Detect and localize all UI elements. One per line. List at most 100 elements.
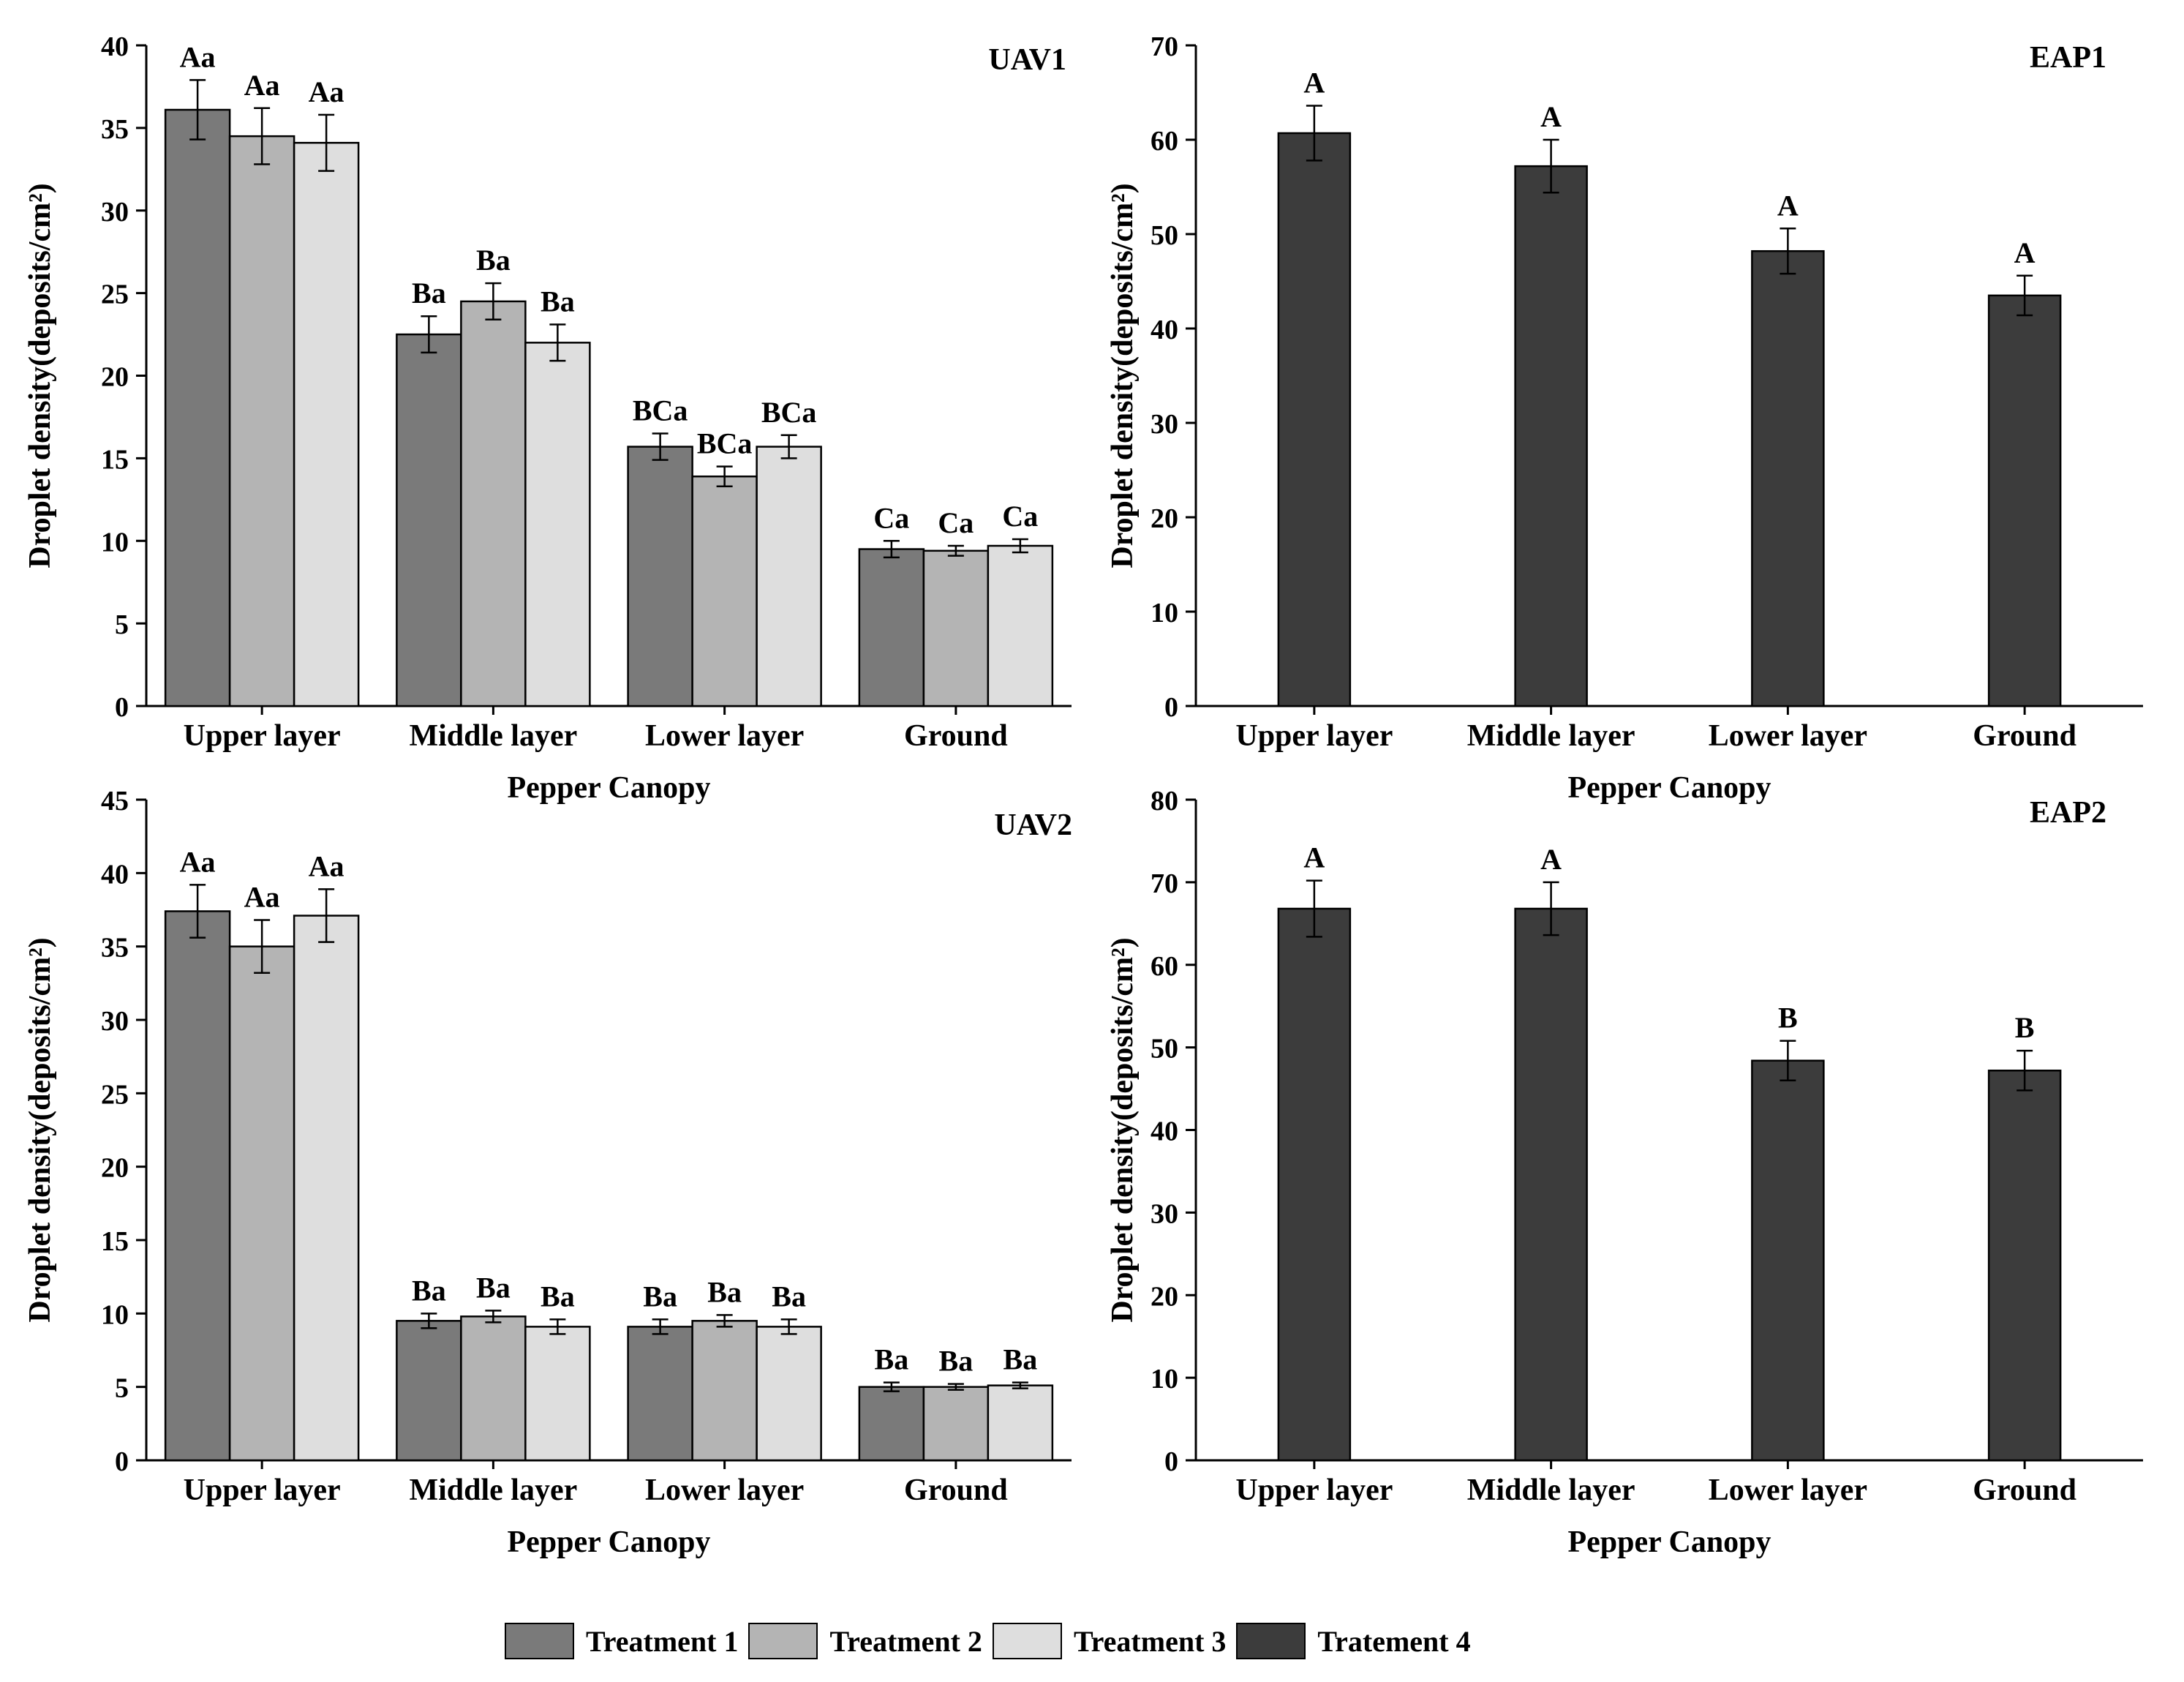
bar — [922, 1386, 990, 1462]
y-tick-label: 40 — [1151, 315, 1178, 345]
y-tick-label: 70 — [1151, 31, 1178, 62]
legend-item: Treatment 1 — [505, 1623, 738, 1659]
legend-label: Tratement 4 — [1317, 1624, 1471, 1658]
significance-label: Aa — [180, 845, 216, 878]
y-tick-label: 10 — [1151, 1364, 1178, 1394]
legend-label: Treatment 2 — [829, 1624, 982, 1658]
bar — [460, 300, 527, 707]
significance-label: Ba — [643, 1280, 677, 1313]
y-tick-label: 60 — [1151, 951, 1178, 982]
x-tick-label: Middle layer — [409, 719, 577, 753]
significance-label: Aa — [309, 849, 344, 882]
bar — [691, 475, 758, 707]
bar — [524, 342, 591, 707]
y-axis-title: Droplet density(deposits/cm²) — [23, 937, 57, 1322]
significance-label: Ba — [707, 1275, 742, 1308]
bar — [460, 1315, 527, 1462]
x-tick-label: Lower layer — [1709, 719, 1867, 753]
x-tick-label: Ground — [1973, 1473, 2076, 1507]
bar — [858, 548, 925, 707]
significance-label: Ba — [476, 244, 511, 277]
bar — [1751, 1059, 1825, 1462]
significance-label: A — [2014, 236, 2036, 269]
y-tick-label: 10 — [101, 527, 129, 557]
y-tick-label: 5 — [115, 1373, 129, 1404]
legend-swatch — [505, 1623, 574, 1659]
y-tick-label: 35 — [101, 933, 129, 964]
bar — [1514, 165, 1588, 707]
y-tick-label: 15 — [101, 444, 129, 475]
y-tick-label: 30 — [101, 1006, 129, 1037]
y-tick-label: 25 — [101, 1079, 129, 1110]
y-tick-label: 0 — [1164, 1446, 1178, 1477]
bar — [627, 1326, 693, 1462]
x-tick-label: Middle layer — [1467, 719, 1635, 753]
y-tick-label: 0 — [115, 692, 129, 723]
legend-label: Treatment 1 — [586, 1624, 739, 1658]
x-axis-title: Pepper Canopy — [507, 771, 710, 805]
x-tick-label: Lower layer — [645, 1473, 804, 1507]
bar — [1987, 1069, 2062, 1462]
panel-title: EAP1 — [2030, 41, 2106, 75]
bar — [1514, 907, 1588, 1462]
significance-label: A — [1777, 189, 1799, 222]
significance-label: A — [1540, 843, 1562, 876]
y-tick-label: 0 — [115, 1446, 129, 1477]
significance-label: B — [1778, 1002, 1798, 1035]
y-tick-label: 35 — [101, 114, 129, 145]
legend-item: Treatment 2 — [748, 1623, 982, 1659]
bar — [858, 1386, 925, 1462]
y-tick-label: 5 — [115, 609, 129, 640]
bar — [756, 446, 822, 707]
y-tick-label: 20 — [1151, 503, 1178, 534]
y-tick-label: 25 — [101, 279, 129, 310]
significance-label: Ca — [873, 501, 909, 534]
chart-panel-4: 0 10 20 30 40 50 60 70 80 Upper layer Middle layer… — [1106, 786, 2143, 1559]
significance-label: Ba — [939, 1345, 974, 1378]
x-tick-label: Middle layer — [409, 1473, 577, 1507]
bar — [293, 915, 360, 1462]
bar — [691, 1320, 758, 1462]
panel-title: UAV1 — [988, 43, 1066, 77]
significance-label: A — [1540, 100, 1562, 133]
y-tick-label: 15 — [101, 1226, 129, 1257]
bar — [627, 446, 693, 707]
significance-label: Ba — [1003, 1343, 1038, 1376]
x-tick-label: Middle layer — [1467, 1473, 1635, 1507]
y-tick-label: 40 — [101, 859, 129, 890]
bar — [524, 1326, 591, 1462]
y-tick-label: 0 — [1164, 692, 1178, 723]
bar — [1987, 294, 2062, 707]
y-tick-label: 40 — [101, 31, 129, 62]
chart-panel-3: 0 5 10 15 20 25 30 35 40 45 Upper layer Middle laye… — [23, 786, 1072, 1559]
y-tick-label: 40 — [1151, 1116, 1178, 1147]
x-tick-label: Ground — [904, 719, 1008, 753]
x-tick-label: Lower layer — [1709, 1473, 1867, 1507]
significance-label: BCa — [633, 394, 688, 427]
x-axis-title: Pepper Canopy — [1567, 1525, 1771, 1559]
panel-title: EAP2 — [2030, 796, 2106, 830]
x-tick-label: Ground — [1973, 719, 2076, 753]
bar — [756, 1326, 822, 1462]
y-tick-label: 60 — [1151, 126, 1178, 157]
bar — [164, 108, 231, 707]
y-tick-label: 30 — [1151, 409, 1178, 440]
bar — [987, 1384, 1054, 1462]
significance-label: Aa — [244, 69, 280, 102]
significance-label: Aa — [309, 75, 344, 108]
significance-label: B — [2015, 1011, 2035, 1044]
y-axis-title: Droplet density(deposits/cm²) — [1106, 183, 1140, 568]
y-tick-label: 10 — [1151, 598, 1178, 628]
significance-label: BCa — [697, 427, 753, 460]
y-tick-label: 50 — [1151, 1034, 1178, 1065]
x-axis-title: Pepper Canopy — [507, 1525, 710, 1559]
legend-swatch — [748, 1623, 818, 1659]
x-tick-label: Lower layer — [645, 719, 804, 753]
significance-label: Aa — [244, 881, 280, 914]
x-tick-label: Ground — [904, 1473, 1008, 1507]
legend-swatch — [992, 1623, 1062, 1659]
significance-label: Aa — [180, 40, 216, 73]
legend: Treatment 1 Treatment 2 Treatment 3 Trateme… — [505, 1623, 1481, 1659]
bar — [1277, 132, 1352, 707]
